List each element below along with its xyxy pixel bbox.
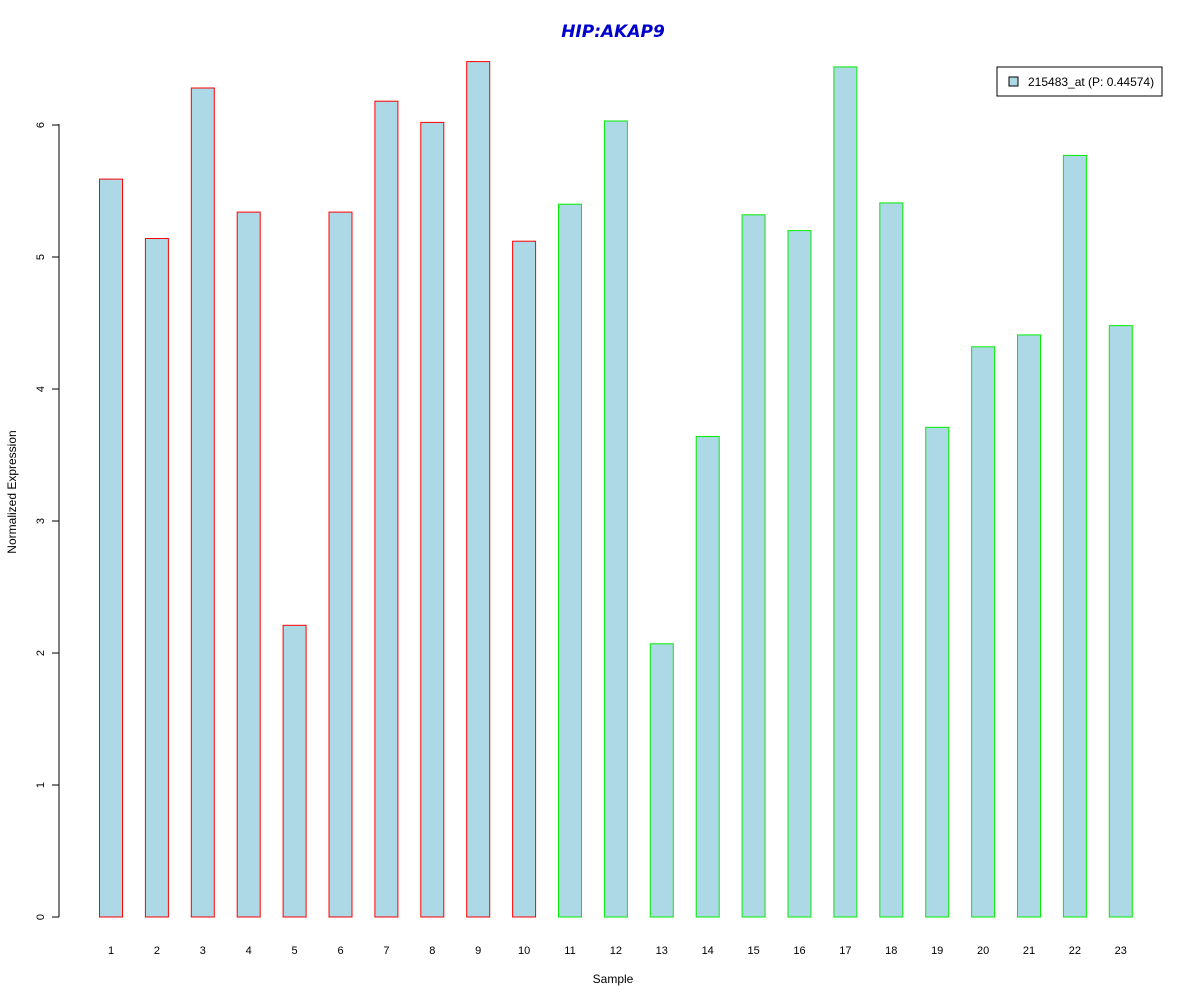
x-tick-label: 16 <box>793 945 805 957</box>
x-tick-label: 23 <box>1115 945 1127 957</box>
x-tick-label: 22 <box>1069 945 1081 957</box>
y-tick-label: 1 <box>35 782 47 788</box>
legend-label: 215483_at (P: 0.44574) <box>1028 75 1154 89</box>
bar-sample-23 <box>1108 325 1133 918</box>
x-tick-label: 17 <box>839 945 851 957</box>
y-tick-label: 2 <box>35 650 47 656</box>
chart-title: HIP:AKAP9 <box>561 22 665 42</box>
bar-sample-5 <box>282 624 307 918</box>
y-tick-label: 3 <box>35 518 47 524</box>
x-tick-label: 20 <box>977 945 989 957</box>
bar-sample-8 <box>420 121 445 918</box>
bar-sample-17 <box>833 66 858 918</box>
y-axis-label: Normalized Expression <box>5 430 19 553</box>
x-tick-label: 1 <box>108 945 114 957</box>
x-tick-label: 5 <box>292 945 298 957</box>
bar-sample-3 <box>190 87 215 918</box>
x-tick-label: 14 <box>702 945 714 957</box>
bar-sample-22 <box>1062 154 1087 918</box>
bar-sample-13 <box>649 643 674 918</box>
x-tick-label: 18 <box>885 945 897 957</box>
bar-sample-16 <box>787 230 812 918</box>
bars <box>99 61 1133 918</box>
x-tick-label: 3 <box>200 945 206 957</box>
x-tick-label: 7 <box>383 945 389 957</box>
bar-sample-10 <box>512 240 537 918</box>
legend: 215483_at (P: 0.44574) <box>996 66 1163 97</box>
bar-sample-1 <box>99 178 123 918</box>
x-tick-label: 6 <box>337 945 343 957</box>
x-tick-label: 11 <box>564 945 575 957</box>
bar-sample-6 <box>328 211 353 918</box>
bar-sample-19 <box>925 426 950 918</box>
y-tick-label: 5 <box>35 254 47 260</box>
x-tick-label: 15 <box>747 945 759 957</box>
x-tick-labels: 1 2 3 4 5 6 7 8 9 10 11 12 13 14 15 16 17 18 19 20 21 22 23 <box>108 945 1127 957</box>
x-tick-label: 4 <box>246 945 252 957</box>
x-tick-label: 10 <box>518 945 530 957</box>
bar-sample-11 <box>558 203 582 918</box>
bar-sample-12 <box>603 120 628 918</box>
bar-sample-18 <box>879 202 904 918</box>
x-tick-label: 8 <box>429 945 435 957</box>
x-tick-label: 19 <box>931 945 943 957</box>
x-tick-label: 9 <box>475 945 481 957</box>
y-axis: 0 1 2 3 4 5 6 <box>35 122 60 920</box>
y-tick-label: 6 <box>35 122 47 128</box>
legend-box <box>996 66 1163 97</box>
bar-sample-4 <box>236 211 261 918</box>
x-tick-label: 2 <box>154 945 160 957</box>
y-tick-label: 4 <box>35 386 47 392</box>
bar-sample-20 <box>971 346 996 918</box>
x-tick-label: 12 <box>610 945 622 957</box>
bar-sample-14 <box>695 436 720 918</box>
x-tick-label: 13 <box>656 945 668 957</box>
legend-swatch <box>1008 76 1019 87</box>
x-axis-label: Sample <box>593 972 634 986</box>
bar-sample-7 <box>374 100 399 918</box>
x-tick-label: 21 <box>1023 945 1035 957</box>
bar-sample-9 <box>466 61 491 918</box>
bar-sample-2 <box>144 238 169 918</box>
bar-sample-15 <box>741 214 766 918</box>
y-tick-label: 0 <box>35 914 47 920</box>
bar-sample-21 <box>1017 334 1041 918</box>
